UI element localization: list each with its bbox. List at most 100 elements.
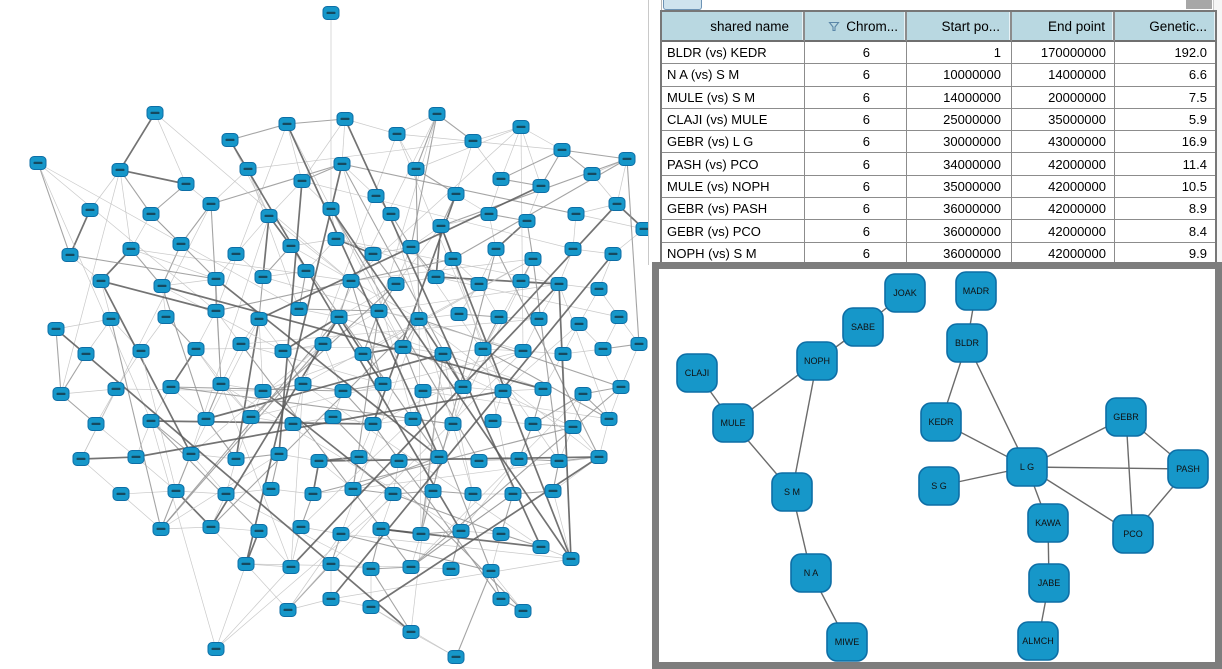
network-node[interactable] bbox=[402, 560, 420, 574]
network-node-miwe[interactable]: MIWE bbox=[826, 622, 868, 662]
network-node[interactable] bbox=[142, 414, 160, 428]
network-node-almch[interactable]: ALMCH bbox=[1017, 621, 1059, 661]
network-node[interactable] bbox=[518, 214, 536, 228]
network-node[interactable] bbox=[447, 187, 465, 201]
network-node[interactable] bbox=[490, 310, 508, 324]
network-node[interactable] bbox=[254, 384, 272, 398]
network-node[interactable] bbox=[322, 592, 340, 606]
column-header-chrom-[interactable]: Chrom... bbox=[805, 12, 907, 42]
network-node[interactable] bbox=[553, 143, 571, 157]
table-row[interactable]: MULE (vs) S M 6 14000000 20000000 7.5 bbox=[662, 86, 1215, 109]
network-node[interactable] bbox=[630, 337, 648, 351]
network-node[interactable] bbox=[322, 202, 340, 216]
network-node[interactable] bbox=[452, 524, 470, 538]
table-row[interactable]: GEBR (vs) PASH 6 36000000 42000000 8.9 bbox=[662, 198, 1215, 221]
network-node[interactable] bbox=[388, 127, 406, 141]
table-row[interactable]: CLAJI (vs) MULE 6 25000000 35000000 5.9 bbox=[662, 108, 1215, 132]
network-node[interactable] bbox=[384, 487, 402, 501]
network-node[interactable] bbox=[544, 484, 562, 498]
table-row[interactable]: BLDR (vs) KEDR 6 1 170000000 192.0 bbox=[662, 42, 1215, 65]
network-node[interactable] bbox=[512, 120, 530, 134]
network-node[interactable] bbox=[322, 557, 340, 571]
network-node[interactable] bbox=[554, 347, 572, 361]
network-node[interactable] bbox=[407, 162, 425, 176]
network-node[interactable] bbox=[336, 112, 354, 126]
network-node[interactable] bbox=[282, 239, 300, 253]
network-node-madr[interactable]: MADR bbox=[955, 271, 997, 311]
network-node[interactable] bbox=[293, 174, 311, 188]
network-node[interactable] bbox=[364, 417, 382, 431]
network-node[interactable] bbox=[387, 277, 405, 291]
network-node[interactable] bbox=[550, 454, 568, 468]
network-node[interactable] bbox=[232, 337, 250, 351]
table-row[interactable]: NOPH (vs) S M 6 36000000 42000000 9.9 bbox=[662, 242, 1215, 265]
column-header-genetic-[interactable]: Genetic... bbox=[1115, 12, 1215, 42]
network-node-kawa[interactable]: KAWA bbox=[1027, 503, 1069, 543]
network-node[interactable] bbox=[314, 337, 332, 351]
network-node[interactable] bbox=[530, 312, 548, 326]
network-node[interactable] bbox=[612, 380, 630, 394]
network-node[interactable] bbox=[362, 600, 380, 614]
network-node[interactable] bbox=[370, 304, 388, 318]
network-node[interactable] bbox=[567, 207, 585, 221]
network-node[interactable] bbox=[187, 342, 205, 356]
network-node[interactable] bbox=[153, 279, 171, 293]
filter-funnel-icon[interactable] bbox=[828, 21, 840, 32]
network-node[interactable] bbox=[52, 387, 70, 401]
network-node[interactable] bbox=[172, 237, 190, 251]
network-node[interactable] bbox=[414, 384, 432, 398]
column-header-start-po-[interactable]: Start po... bbox=[907, 12, 1012, 42]
column-header-end-point[interactable]: End point bbox=[1012, 12, 1115, 42]
network-node[interactable] bbox=[600, 412, 618, 426]
network-node[interactable] bbox=[354, 347, 372, 361]
network-node[interactable] bbox=[494, 384, 512, 398]
network-node[interactable] bbox=[294, 377, 312, 391]
network-node-sabe[interactable]: SABE bbox=[842, 307, 884, 347]
network-node-n-a[interactable]: N A bbox=[790, 553, 832, 593]
network-node[interactable] bbox=[279, 603, 297, 617]
network-node[interactable] bbox=[167, 484, 185, 498]
network-node[interactable] bbox=[290, 302, 308, 316]
network-node[interactable] bbox=[444, 417, 462, 431]
network-node[interactable] bbox=[604, 247, 622, 261]
network-node[interactable] bbox=[152, 522, 170, 536]
network-node[interactable] bbox=[132, 344, 150, 358]
network-node[interactable] bbox=[327, 232, 345, 246]
network-node[interactable] bbox=[207, 642, 225, 656]
network-node[interactable] bbox=[212, 377, 230, 391]
network-node-claji[interactable]: CLAJI bbox=[676, 353, 718, 393]
network-node[interactable] bbox=[202, 520, 220, 534]
network-node[interactable] bbox=[310, 454, 328, 468]
network-node[interactable] bbox=[122, 242, 140, 256]
network-node[interactable] bbox=[412, 527, 430, 541]
network-node[interactable] bbox=[512, 274, 530, 288]
network-node[interactable] bbox=[350, 450, 368, 464]
network-node[interactable] bbox=[333, 157, 351, 171]
network-node[interactable] bbox=[482, 564, 500, 578]
network-node[interactable] bbox=[428, 107, 446, 121]
network-node[interactable] bbox=[297, 264, 315, 278]
network-node[interactable] bbox=[162, 380, 180, 394]
network-node[interactable] bbox=[404, 412, 422, 426]
network-node[interactable] bbox=[470, 277, 488, 291]
network-node[interactable] bbox=[514, 344, 532, 358]
network-node[interactable] bbox=[524, 417, 542, 431]
network-node[interactable] bbox=[434, 347, 452, 361]
network-node[interactable] bbox=[92, 274, 110, 288]
network-node-s-g[interactable]: S G bbox=[918, 466, 960, 506]
network-node[interactable] bbox=[87, 417, 105, 431]
network-node[interactable] bbox=[282, 560, 300, 574]
network-node[interactable] bbox=[382, 207, 400, 221]
network-node[interactable] bbox=[570, 317, 588, 331]
network-node[interactable] bbox=[221, 133, 239, 147]
network-node[interactable] bbox=[242, 410, 260, 424]
table-row[interactable]: MULE (vs) NOPH 6 35000000 42000000 10.5 bbox=[662, 175, 1215, 199]
network-node-mule[interactable]: MULE bbox=[712, 403, 754, 443]
network-node[interactable] bbox=[562, 552, 580, 566]
network-node[interactable] bbox=[504, 487, 522, 501]
network-node[interactable] bbox=[430, 450, 448, 464]
network-node[interactable] bbox=[590, 282, 608, 296]
network-node[interactable] bbox=[374, 377, 392, 391]
network-node[interactable] bbox=[292, 520, 310, 534]
network-node[interactable] bbox=[332, 527, 350, 541]
